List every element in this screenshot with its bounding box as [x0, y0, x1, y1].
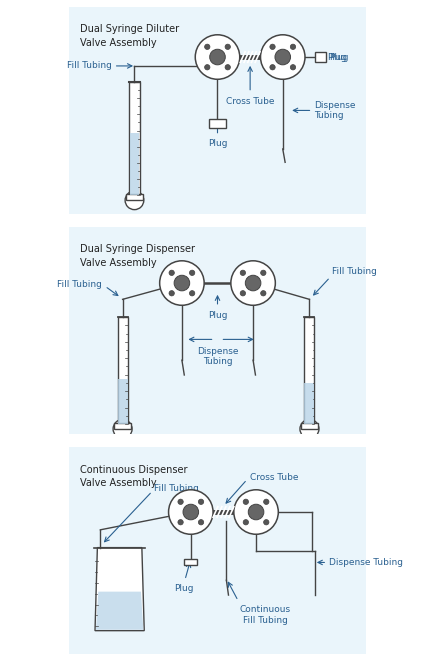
- Circle shape: [240, 291, 245, 296]
- Circle shape: [243, 499, 248, 504]
- Circle shape: [168, 490, 213, 534]
- Circle shape: [240, 270, 245, 276]
- Circle shape: [248, 504, 263, 520]
- Circle shape: [178, 499, 183, 504]
- Bar: [117, 379, 127, 424]
- Text: Fill Tubing: Fill Tubing: [67, 61, 112, 71]
- Circle shape: [224, 65, 230, 70]
- Bar: [315, 52, 325, 62]
- FancyBboxPatch shape: [66, 446, 368, 656]
- Text: Plug: Plug: [329, 52, 348, 61]
- Circle shape: [159, 261, 204, 305]
- Polygon shape: [95, 547, 144, 631]
- Bar: [130, 133, 139, 195]
- Text: Plug: Plug: [326, 52, 346, 61]
- Text: Plug: Plug: [173, 584, 193, 593]
- Bar: [125, 194, 143, 200]
- Circle shape: [189, 270, 194, 276]
- Text: Dispense Tubing: Dispense Tubing: [328, 558, 402, 567]
- Circle shape: [174, 275, 189, 291]
- Bar: [184, 559, 197, 565]
- Text: Cross Tube: Cross Tube: [250, 473, 298, 483]
- Bar: [300, 423, 317, 429]
- Polygon shape: [95, 592, 143, 630]
- Circle shape: [230, 261, 275, 305]
- Circle shape: [289, 44, 295, 50]
- Circle shape: [233, 490, 278, 534]
- Circle shape: [189, 291, 194, 296]
- Circle shape: [113, 420, 132, 438]
- Circle shape: [178, 520, 183, 525]
- Circle shape: [183, 504, 198, 520]
- Circle shape: [169, 291, 174, 296]
- Text: Dispense
Tubing: Dispense Tubing: [196, 347, 238, 366]
- Bar: [209, 119, 225, 128]
- Circle shape: [263, 520, 268, 525]
- Circle shape: [269, 65, 275, 70]
- Text: Cross Tube: Cross Tube: [225, 97, 274, 106]
- Circle shape: [269, 44, 275, 50]
- Circle shape: [224, 44, 230, 50]
- Bar: [114, 423, 131, 429]
- Circle shape: [209, 50, 225, 65]
- Bar: [129, 82, 139, 195]
- Text: Continuous Dispenser
Valve Assembly: Continuous Dispenser Valve Assembly: [79, 465, 187, 488]
- Circle shape: [260, 35, 304, 79]
- Circle shape: [198, 520, 203, 525]
- Text: Dual Syringe Dispenser
Valve Assembly: Dual Syringe Dispenser Valve Assembly: [79, 245, 194, 268]
- Text: Plug: Plug: [207, 311, 227, 320]
- Text: Fill Tubing: Fill Tubing: [331, 266, 376, 276]
- Circle shape: [195, 35, 239, 79]
- Bar: [304, 383, 314, 424]
- Circle shape: [243, 520, 248, 525]
- Text: Plug: Plug: [207, 139, 227, 147]
- Text: Fill Tubing: Fill Tubing: [57, 280, 102, 289]
- Circle shape: [274, 50, 290, 65]
- Circle shape: [299, 420, 318, 438]
- Circle shape: [260, 270, 265, 276]
- Text: Continuous
Fill Tubing: Continuous Fill Tubing: [239, 605, 290, 625]
- Bar: [117, 317, 127, 424]
- Circle shape: [204, 65, 210, 70]
- Text: Dispense
Tubing: Dispense Tubing: [313, 100, 355, 120]
- FancyBboxPatch shape: [66, 225, 368, 436]
- Text: Fill Tubing: Fill Tubing: [153, 484, 198, 493]
- Text: Dual Syringe Diluter
Valve Assembly: Dual Syringe Diluter Valve Assembly: [79, 24, 178, 48]
- Circle shape: [125, 191, 144, 210]
- Circle shape: [204, 44, 210, 50]
- Circle shape: [169, 270, 174, 276]
- Circle shape: [260, 291, 265, 296]
- Bar: [304, 317, 314, 424]
- Circle shape: [198, 499, 203, 504]
- Circle shape: [245, 275, 260, 291]
- Circle shape: [289, 65, 295, 70]
- FancyBboxPatch shape: [66, 5, 368, 215]
- Circle shape: [263, 499, 268, 504]
